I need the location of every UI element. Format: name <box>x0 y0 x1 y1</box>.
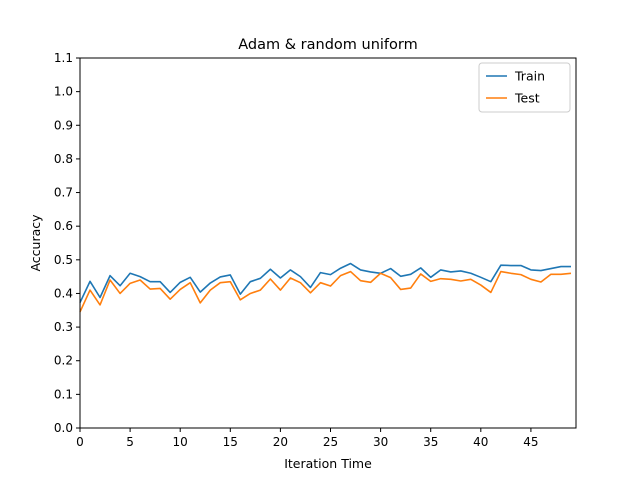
y-tick-label: 1.1 <box>54 51 73 65</box>
y-tick-label: 0.4 <box>54 286 73 300</box>
series-line-train <box>79 262 571 303</box>
x-tick-label: 40 <box>473 435 488 449</box>
legend-label-train: Train <box>514 69 545 84</box>
y-tick-label: 0.5 <box>54 253 73 267</box>
chart-title: Adam & random uniform <box>238 37 417 53</box>
x-tick-label: 0 <box>76 435 84 449</box>
x-axis-label: Iteration Time <box>284 456 372 471</box>
y-tick-label: 0.8 <box>54 152 73 166</box>
legend: Train Test <box>478 62 571 113</box>
x-tick-label: 5 <box>126 435 134 449</box>
y-tick-label: 0.1 <box>54 387 73 401</box>
y-tick-label: 0.6 <box>54 219 73 233</box>
x-tick-label: 45 <box>523 435 538 449</box>
x-tick-label: 15 <box>223 435 238 449</box>
y-axis-label: Accuracy <box>28 214 43 272</box>
series-line-test <box>79 270 572 313</box>
y-tick-label: 0.7 <box>54 186 73 200</box>
y-tick-label: 0.2 <box>54 354 73 368</box>
x-tick-label: 35 <box>423 435 438 449</box>
x-tick-label: 10 <box>173 435 188 449</box>
y-tick-label: 0.9 <box>54 118 73 132</box>
axis-ticks: 0 5 10 15 20 25 30 35 40 45 0.0 0.1 0.2 0.3 0.4 0.5 0.6 0… <box>54 51 539 449</box>
y-tick-label: 1.0 <box>54 85 73 99</box>
y-tick-label: 0.0 <box>54 421 73 435</box>
x-tick-label: 25 <box>323 435 338 449</box>
y-tick-label: 0.3 <box>54 320 73 334</box>
plot-frame <box>79 57 577 429</box>
plot-lines <box>79 262 572 313</box>
legend-label-test: Test <box>514 91 540 106</box>
x-tick-label: 20 <box>273 435 288 449</box>
x-tick-label: 30 <box>373 435 388 449</box>
